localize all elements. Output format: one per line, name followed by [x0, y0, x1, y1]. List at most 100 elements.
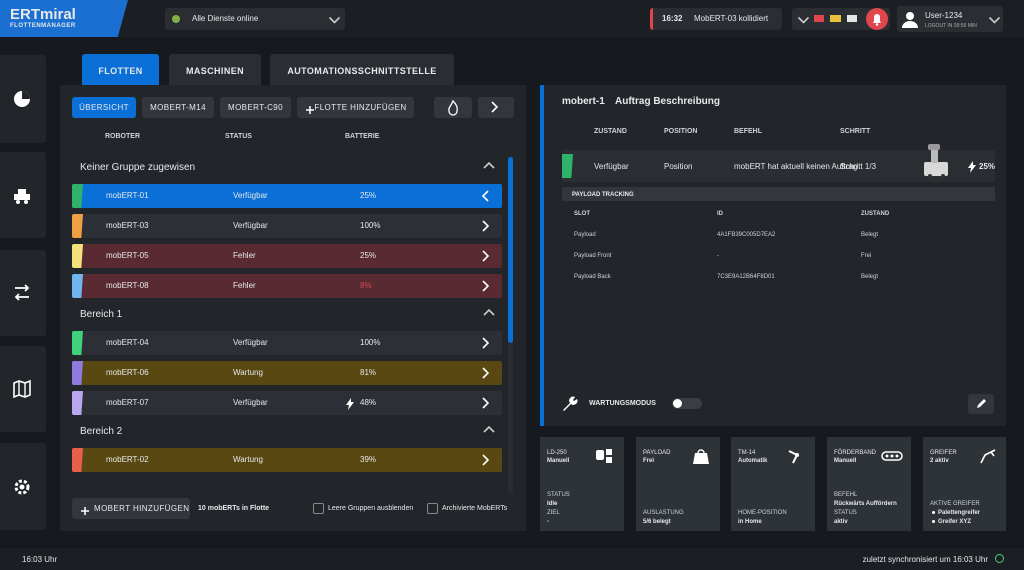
robot-row[interactable]: mobERT-05 Fehler 25% — [72, 244, 502, 268]
group-collapse[interactable] — [482, 160, 496, 179]
fleet-panel: ÜBERSICHT MOBERT-M14 MOBERT-C90 FLOTTE HINZ… — [60, 85, 526, 531]
robot-status: Verfügbar — [233, 221, 268, 230]
group-collapse[interactable] — [482, 424, 496, 443]
card-subtitle: Frei — [643, 458, 655, 464]
subtab[interactable]: ÜBERSICHT — [72, 97, 136, 118]
tab[interactable]: MASCHINEN — [169, 54, 261, 85]
robot-count: 10 mobERTs in Flotte — [198, 505, 270, 512]
footer-time: 16:03 Uhr — [22, 555, 58, 564]
bell[interactable] — [866, 8, 888, 30]
sidebar-icon — [12, 185, 32, 210]
card-title: LD-250 — [547, 450, 567, 456]
add-robot-button[interactable]: MOBERT HINZUFÜGEN — [72, 498, 190, 519]
robot-status: Wartung — [233, 455, 263, 464]
subtab[interactable]: MOBERT-C90 — [220, 97, 291, 118]
machine-card[interactable]: TM-14 Automatik HOME-POSITION in Home — [731, 437, 815, 531]
icon — [448, 99, 459, 116]
row-chevron — [480, 366, 494, 385]
card-title: PAYLOAD — [643, 450, 671, 456]
user-chevron — [983, 15, 1002, 29]
detail-column: ZUSTAND — [594, 128, 627, 135]
detail-charging — [968, 160, 976, 178]
icon-shape — [481, 190, 489, 202]
edit-button[interactable] — [968, 394, 994, 414]
machine-card[interactable]: FÖRDERBAND Manuell BEFEHL Rückwärts Aufförd… — [827, 437, 911, 531]
robot-color — [72, 391, 83, 415]
icon-shape — [22, 91, 30, 99]
group-collapse[interactable] — [482, 307, 496, 326]
robot-color — [72, 184, 83, 208]
tab[interactable]: AUTOMATIONSSCHNITTSTELLE — [270, 54, 454, 85]
maintenance-toggle[interactable] — [672, 398, 702, 409]
icon-shape — [606, 449, 612, 455]
robot-battery: 8% — [360, 281, 372, 290]
payload-cell: Belegt — [861, 274, 879, 280]
services-status: Alle Dienste online — [192, 14, 259, 23]
robot-row[interactable]: mobERT-06 Wartung 81% — [72, 361, 502, 385]
subtab-label: MOBERT-C90 — [228, 103, 283, 112]
icon — [902, 12, 918, 28]
robot-status: Verfügbar — [233, 398, 268, 407]
payload-column: ZUSTAND — [861, 211, 890, 217]
payload-column: SLOT — [574, 211, 590, 217]
robot-name: mobERT-05 — [106, 251, 149, 260]
tab-label: MASCHINEN — [185, 66, 245, 76]
sidebar-item[interactable] — [0, 346, 46, 432]
fire-button[interactable] — [434, 97, 472, 118]
machine-card[interactable]: LD-250 Manuell STATUS Idle ZIEL - — [540, 437, 624, 531]
badge-yellow — [830, 15, 841, 22]
icon-shape — [14, 194, 30, 200]
checkbox-label: Archivierte MobERTs — [442, 505, 508, 512]
checkbox[interactable] — [313, 503, 324, 514]
icon-shape — [483, 308, 495, 316]
add-robot-label: MOBERT HINZUFÜGEN — [94, 504, 190, 513]
icon-shape — [81, 507, 89, 515]
icon-shape — [328, 16, 341, 24]
user-icon — [901, 10, 919, 33]
machine-card[interactable]: PAYLOAD Frei AUSLASTUNG 5/6 belegt — [636, 437, 720, 531]
sync-status: zuletzt synchronisiert um 16:03 Uhr — [862, 555, 988, 564]
dropdown-chevron — [323, 15, 342, 29]
robot-row[interactable]: mobERT-02 Wartung 39% — [72, 448, 502, 472]
tab[interactable]: FLOTTEN — [82, 54, 159, 85]
logout-info: LOGOUT IN 09:59 MIN — [925, 23, 977, 29]
icon-shape — [697, 449, 705, 454]
robot-row[interactable]: mobERT-08 Fehler 8% — [72, 274, 502, 298]
card-label: STATUS — [834, 510, 857, 516]
status-dot — [172, 15, 180, 23]
subtab[interactable]: FLOTTE HINZUFÜGEN — [297, 97, 414, 118]
sidebar-item[interactable] — [0, 152, 46, 238]
robot-color — [72, 448, 83, 472]
icon-shape — [482, 280, 490, 292]
detail-column: SCHRITT — [840, 128, 871, 135]
sidebar-icon — [12, 379, 32, 404]
robot-row[interactable]: mobERT-07 Verfügbar 48% — [72, 391, 502, 415]
checkbox[interactable] — [427, 503, 438, 514]
icon-shape — [873, 14, 881, 23]
sidebar-item[interactable] — [0, 443, 46, 530]
machine-card[interactable]: GREIFER 2 aktiv AKTIVE GREIFER Palettengrei… — [923, 437, 1006, 531]
payload-cell: Belegt — [861, 232, 879, 238]
group-title: Bereich 2 — [80, 426, 123, 437]
icons-chevron — [792, 15, 811, 29]
icon-shape — [482, 454, 490, 466]
robot-row[interactable]: mobERT-04 Verfügbar 100% — [72, 331, 502, 355]
robot-row[interactable]: mobERT-01 Verfügbar 25% — [72, 184, 502, 208]
icon-shape — [902, 21, 918, 28]
user-name: User-1234 — [925, 11, 963, 20]
next-button[interactable] — [478, 97, 514, 118]
sidebar-item[interactable] — [0, 250, 46, 336]
alert[interactable]: 16:32 MobERT-03 kollidiert — [650, 8, 782, 30]
icon-shape — [931, 150, 938, 163]
icon — [693, 449, 709, 464]
user-menu[interactable]: User-1234 LOGOUT IN 09:59 MIN — [897, 6, 1003, 32]
icon-shape — [18, 189, 26, 194]
icon-shape — [483, 161, 495, 169]
robot-row[interactable]: mobERT-03 Verfügbar 100% — [72, 214, 502, 238]
subtab[interactable]: MOBERT-M14 — [142, 97, 214, 118]
icon-shape — [895, 454, 899, 458]
services-dropdown[interactable]: Alle Dienste online — [165, 8, 345, 30]
sidebar-item[interactable] — [0, 55, 46, 143]
detail-schritt: Schritt 1/3 — [840, 162, 877, 171]
